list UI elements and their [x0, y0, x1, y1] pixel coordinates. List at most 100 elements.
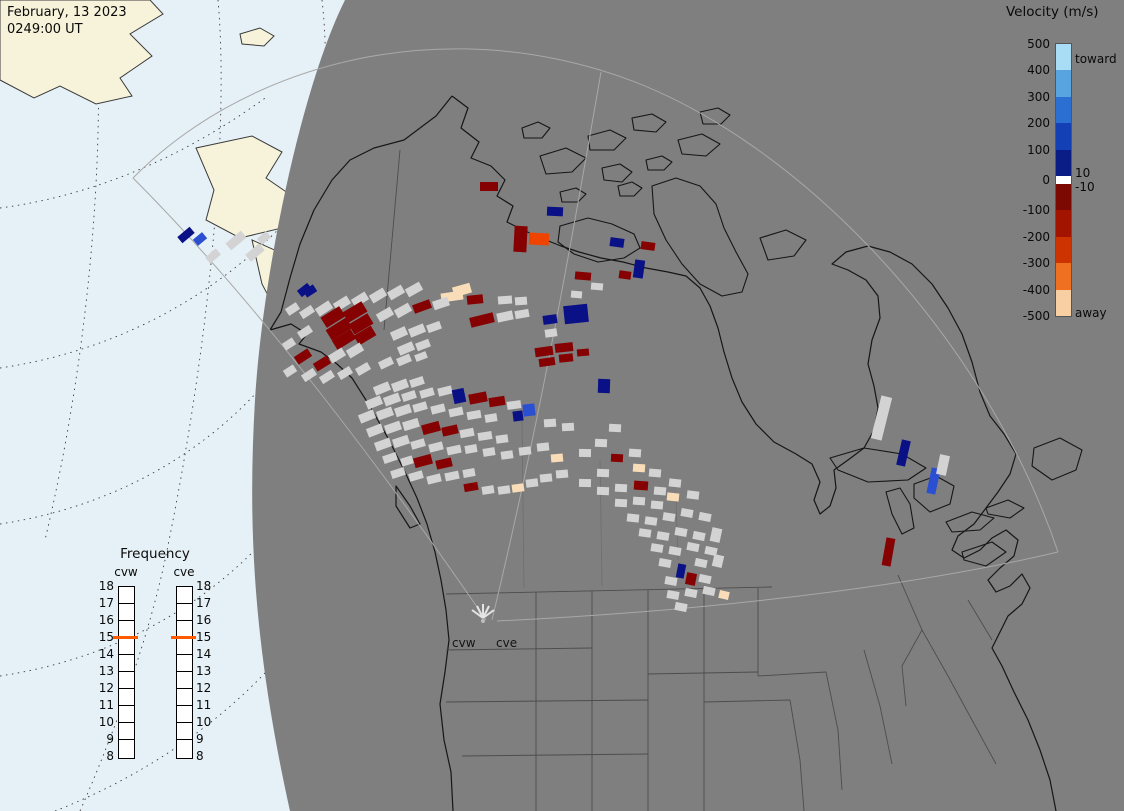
echo-cell: [354, 362, 372, 376]
echo-cell: [404, 281, 424, 298]
echo-cell: [392, 434, 410, 449]
state-borders: [383, 149, 997, 811]
colorbar-segment: [1056, 123, 1071, 150]
echo-cell: [393, 302, 413, 319]
echo-cell: [451, 282, 473, 298]
echo-cell: [331, 329, 357, 350]
frequency-tick-line: [119, 739, 134, 740]
echo-cell: [480, 182, 498, 191]
time-text: 0249:00 UT: [7, 22, 83, 37]
echo-cell: [680, 508, 694, 518]
frequency-column-label-cve: cve: [173, 565, 195, 579]
echo-cell: [534, 345, 554, 358]
frequency-tick-line: [177, 688, 192, 689]
echo-cell: [382, 392, 402, 407]
echo-cell: [375, 306, 395, 323]
echo-cell: [389, 326, 409, 341]
echo-cell: [632, 463, 646, 473]
frequency-tick-line: [119, 705, 134, 706]
echo-cell: [650, 543, 664, 553]
frequency-tick-label: 9: [196, 732, 204, 746]
echo-cell: [466, 294, 484, 305]
echo-cell: [314, 300, 334, 317]
echo-cell: [513, 225, 528, 253]
echo-cell: [633, 480, 649, 491]
colorbar-tick-label: 500: [1027, 37, 1050, 51]
echo-cell: [555, 469, 569, 479]
echo-cell: [638, 528, 652, 538]
echo-cell: [412, 299, 432, 314]
echo-cell: [225, 230, 247, 251]
echo-cell: [684, 572, 698, 586]
frequency-tick-label: 18: [196, 579, 212, 593]
echo-cell: [462, 468, 476, 478]
echo-cell: [482, 447, 496, 457]
echo-cell: [495, 434, 509, 444]
frequency-legend: Frequency cvw cve 18 17 16 15 14 13 12 11 10 9 8 18…: [84, 546, 226, 774]
colorbar-segment: [1056, 210, 1071, 237]
frequency-tick-line: [177, 654, 192, 655]
echo-cell: [650, 500, 664, 510]
colorbar-tick-label: 0: [1042, 173, 1050, 187]
frequency-tick-label: 16: [196, 613, 212, 627]
colorbar-segment: [1056, 44, 1071, 71]
echo-cell: [704, 545, 718, 557]
echo-cell: [365, 423, 385, 438]
echo-cell: [432, 296, 450, 311]
frequency-tick-line: [177, 620, 192, 621]
echo-cell: [466, 409, 482, 421]
echo-cell: [446, 444, 462, 456]
echo-cell: [409, 376, 425, 388]
colorbar-segment: [1056, 149, 1071, 176]
echo-cell: [668, 478, 682, 488]
echo-cell: [578, 448, 592, 458]
frequency-tick-label: 11: [196, 698, 212, 712]
echo-cell: [525, 478, 539, 488]
radar-label-cvw: cvw: [452, 636, 476, 650]
frequency-tick-label: 12: [98, 681, 114, 695]
colorbar-tick-label: -400: [1022, 282, 1050, 297]
echo-cell: [881, 537, 896, 567]
echo-cell: [596, 468, 610, 478]
echo-cell: [675, 563, 687, 579]
echo-cell: [692, 530, 706, 542]
echo-cell: [444, 470, 460, 482]
echo-cell: [410, 438, 426, 450]
radar-site-marker: [471, 604, 495, 619]
colorbar-segment: [1056, 183, 1071, 211]
echo-cell: [421, 420, 441, 436]
frequency-tick-line: [177, 603, 192, 604]
frequency-tick-label: 13: [98, 664, 114, 678]
echo-cell: [668, 546, 682, 556]
echo-cell: [300, 367, 318, 383]
radar-echo-cells: [177, 182, 950, 613]
frequency-tick-label: 9: [106, 732, 114, 746]
frequency-tick-label: 10: [196, 715, 212, 729]
echo-cell: [514, 296, 528, 306]
echo-cell: [372, 381, 392, 396]
echo-cell: [382, 451, 398, 465]
echo-cell: [390, 467, 406, 479]
date-text: February, 13 2023: [7, 5, 127, 20]
echo-cell: [477, 430, 493, 442]
echo-cell: [368, 287, 388, 304]
colorbar-tick-label: 200: [1027, 116, 1050, 131]
echo-cell: [396, 341, 416, 356]
echo-cell: [542, 314, 558, 325]
frequency-tick-line: [119, 688, 134, 689]
echo-cell: [666, 492, 680, 502]
echo-cell: [644, 516, 658, 526]
frequency-tick-line: [119, 654, 134, 655]
echo-cell: [419, 387, 435, 399]
echo-cell: [448, 406, 464, 418]
echo-cell: [608, 423, 622, 433]
echo-cell: [484, 413, 498, 423]
echo-cell: [578, 478, 592, 488]
frequency-tick-label: 14: [98, 647, 114, 661]
echo-cell: [614, 498, 628, 508]
echo-cell: [318, 369, 336, 385]
echo-cell: [256, 231, 272, 245]
echo-cell: [345, 342, 365, 359]
colorbar-tick-label: -100: [1022, 203, 1050, 218]
